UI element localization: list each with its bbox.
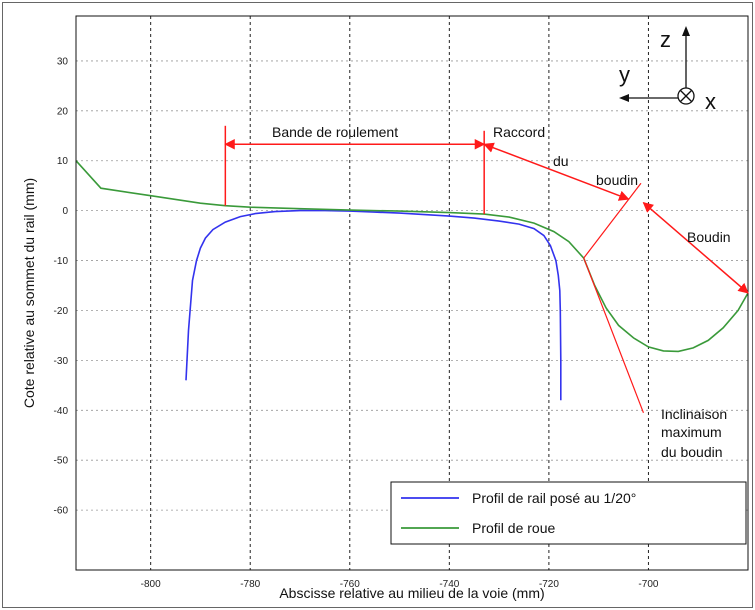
z-arrowhead-icon	[682, 26, 690, 36]
x-tick-label: -800	[141, 579, 161, 590]
annotation-boudin-lower: boudin	[596, 172, 638, 188]
annotations: Bande de roulement Raccord du boudin Bou…	[224, 124, 749, 460]
y-tick-label: 30	[57, 56, 69, 67]
legend-label-rail: Profil de rail posé au 1/20°	[472, 490, 636, 506]
x-tick-label: -700	[638, 579, 658, 590]
annotation-du: du	[553, 153, 569, 169]
x-tick-label: -740	[439, 579, 459, 590]
annotation-boudin-cap: Boudin	[687, 229, 731, 245]
annotation-maximum: maximum	[661, 424, 722, 440]
legend: Profil de rail posé au 1/20° Profil de r…	[390, 481, 747, 545]
y-tick-label: -30	[54, 356, 69, 367]
y-glyph: y	[619, 62, 630, 87]
legend-box	[390, 481, 747, 545]
y-tick-label: -50	[54, 456, 69, 467]
y-tick-label: 0	[62, 206, 68, 217]
y-axis-label: Cote relative au sommet du rail (mm)	[21, 178, 37, 408]
y-arrowhead-icon	[619, 94, 629, 102]
annotation-raccord: Raccord	[493, 124, 545, 140]
annotation-du-boudin: du boudin	[661, 444, 723, 460]
x-tick-label: -720	[539, 579, 559, 590]
tick-labels: -800 -780 -760 -740 -720 -700 30 20 10 0 -10 -20 -30…	[54, 56, 659, 590]
legend-label-wheel: Profil de roue	[472, 520, 555, 536]
annotation-bande: Bande de roulement	[272, 124, 398, 140]
series-line-rail	[185, 209, 562, 401]
series-layer	[75, 160, 749, 401]
axis-triad: z y x	[619, 26, 716, 114]
x-tick-label: -760	[340, 579, 360, 590]
z-glyph: z	[660, 27, 671, 52]
y-tick-label: -20	[54, 306, 69, 317]
annotation-inclinaison: Inclinaison	[661, 406, 727, 422]
grid	[76, 16, 748, 570]
y-tick-label: -10	[54, 256, 69, 267]
x-axis-label: Abscisse relative au milieu de la voie (…	[279, 585, 544, 601]
x-cross-icon	[680, 90, 692, 102]
y-tick-label: 20	[57, 106, 69, 117]
y-tick-label: -60	[54, 506, 69, 517]
inclinaison-line	[583, 257, 645, 413]
y-tick-label: 10	[57, 156, 69, 167]
y-tick-label: -40	[54, 406, 69, 417]
series-line-wheel	[75, 160, 749, 353]
x-tick-label: -780	[240, 579, 260, 590]
boudin-arrow	[642, 201, 749, 294]
raccord-arrow	[483, 142, 630, 201]
x-glyph: x	[705, 89, 716, 114]
boundary-diagonal	[583, 182, 642, 259]
